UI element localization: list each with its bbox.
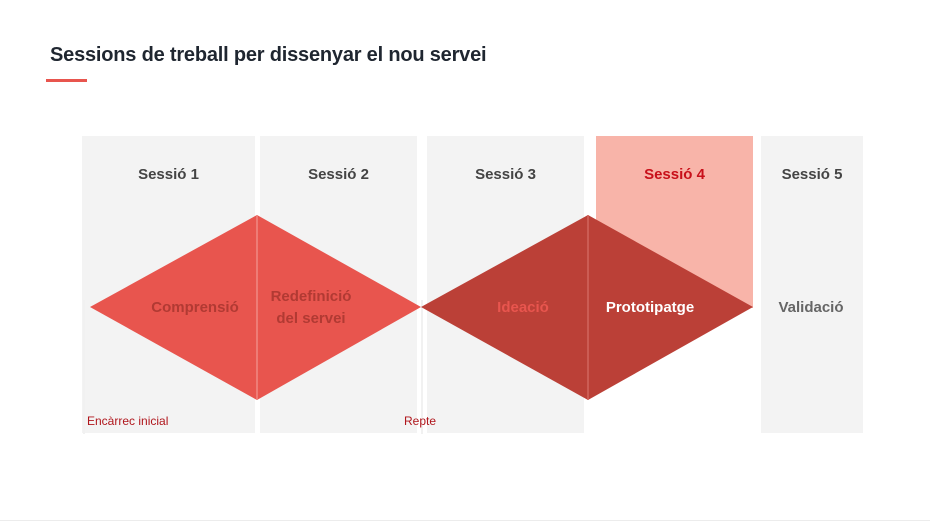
marker-label-start: Encàrrec inicial — [87, 414, 169, 428]
stage-label-prototipatge: Prototipatge — [605, 299, 695, 316]
stage-label-validacio: Validació — [778, 299, 844, 316]
session-column-5 — [761, 136, 863, 433]
diamond-left-half-1 — [90, 215, 257, 400]
session-label-1: Sessió 1 — [138, 166, 199, 183]
page-title: Sessions de treball per dissenyar el nou… — [50, 44, 487, 66]
session-label-4: Sessió 4 — [644, 166, 705, 183]
start-marker-line — [83, 300, 85, 434]
bottom-divider — [0, 520, 930, 521]
title-underline — [46, 79, 87, 82]
stage-label-comprensio: Comprensió — [151, 299, 239, 316]
stage-label-redefinicio-line1: Redefinició — [270, 288, 352, 305]
middle-marker-line — [421, 300, 423, 434]
marker-label-middle: Repte — [404, 414, 437, 428]
diamond-right-half-1 — [257, 215, 421, 400]
diamond-right-half-2 — [588, 215, 753, 400]
stage-label-ideacio: Ideació — [497, 299, 549, 316]
diamond-left-half-2 — [421, 215, 588, 400]
session-label-3: Sessió 3 — [475, 166, 536, 183]
stage-label-redefinicio-line2: del servei — [276, 310, 346, 327]
session-label-5: Sessió 5 — [781, 166, 843, 183]
session-label-2: Sessió 2 — [308, 166, 369, 183]
